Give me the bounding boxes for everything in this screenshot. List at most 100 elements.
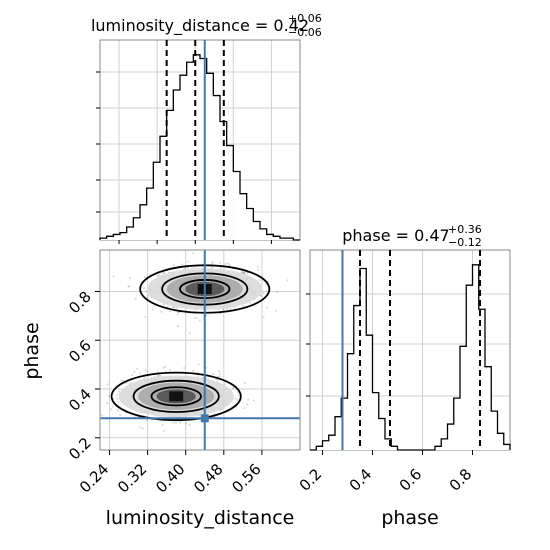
phase-hist-bar	[485, 366, 492, 450]
phase-hist-bar	[447, 424, 454, 450]
luminosity-distance-hist-bar	[253, 221, 260, 240]
x-axis-label-luminosity-distance: luminosity_distance	[106, 507, 295, 529]
scatter-point	[163, 271, 166, 274]
scatter-point	[243, 271, 246, 274]
mode-density-peak	[169, 391, 184, 402]
phase-hist-bar	[441, 438, 448, 450]
scatter-point	[237, 394, 240, 397]
scatter-point	[219, 312, 222, 315]
scatter-point	[224, 262, 227, 265]
scatter-point	[183, 367, 186, 370]
scatter-point	[275, 309, 278, 312]
scatter-point	[143, 276, 146, 279]
phase-hist-x-tick-label: 0.4	[346, 465, 376, 495]
joint-x-tick-label: 0.32	[114, 460, 150, 496]
scatter-point	[116, 393, 119, 396]
scatter-point	[176, 313, 179, 316]
luminosity-distance-hist-bar	[286, 238, 294, 240]
scatter-point	[256, 265, 259, 268]
scatter-point	[286, 279, 289, 282]
scatter-point	[188, 332, 191, 335]
scatter-point	[217, 375, 220, 378]
scatter-point	[265, 283, 268, 286]
scatter-point	[217, 370, 220, 373]
scatter-point	[116, 397, 119, 400]
phase-hist-bar	[378, 418, 385, 450]
scatter-point	[156, 275, 159, 278]
contour-line	[150, 386, 202, 407]
phase-hist-bar	[347, 353, 354, 450]
phase-lower-error: −0.12	[448, 236, 482, 249]
scatter-point	[223, 383, 226, 386]
contour-line	[110, 371, 242, 421]
phase-hist-bar	[466, 285, 473, 450]
phase-hist-bar	[322, 440, 329, 450]
luminosity-distance-hist-step-line	[99, 54, 300, 241]
luminosity-distance-hist-bar	[126, 227, 134, 240]
luminosity-distance-hist-bar	[193, 54, 200, 240]
scatter-point	[131, 374, 134, 377]
scatter-point	[173, 306, 176, 309]
scatter-point	[197, 363, 200, 366]
scatter-point	[174, 421, 177, 424]
scatter-point	[143, 376, 146, 379]
scatter-point	[101, 414, 104, 417]
scatter-point	[146, 370, 149, 373]
luminosity-distance-hist-bar	[206, 73, 214, 240]
luminosity-distance-hist-bar	[186, 62, 194, 240]
scatter-point	[178, 421, 181, 424]
scatter-point	[127, 285, 130, 288]
luminosity-distance-lower-error: −0.06	[288, 26, 322, 39]
scatter-point	[134, 297, 137, 300]
scatter-point	[172, 421, 175, 424]
phase-hist-bar	[497, 433, 504, 450]
scatter-point	[219, 261, 222, 264]
scatter-point	[212, 261, 215, 264]
phase-hist-x-tick-label: 0.2	[296, 465, 326, 495]
phase-hist-bar	[328, 435, 335, 450]
joint-y-tick-label: 0.6	[65, 336, 95, 366]
luminosity-distance-upper-error: +0.06	[288, 12, 322, 25]
scatter-point	[172, 264, 175, 267]
scatter-point	[226, 308, 229, 311]
phase-hist-bar	[316, 446, 323, 450]
scatter-point	[144, 315, 147, 318]
scatter-point	[242, 304, 245, 307]
luminosity-distance-hist-bar	[240, 193, 247, 240]
phase-hist-bar	[335, 416, 342, 450]
scatter-point	[151, 308, 154, 311]
scatter-point	[125, 382, 128, 385]
phase-hist-bar	[360, 268, 367, 450]
scatter-point	[229, 307, 232, 310]
scatter-point	[258, 279, 261, 282]
luminosity-distance-hist-bar	[266, 234, 274, 240]
scatter-point	[160, 310, 163, 313]
scatter-point	[219, 266, 222, 269]
scatter-point	[227, 262, 230, 265]
luminosity-distance-title: luminosity_distance = 0.42	[91, 16, 309, 36]
scatter-point	[163, 429, 166, 432]
luminosity-distance-hist-bar	[280, 238, 287, 240]
luminosity-distance-hist-bar	[113, 234, 120, 240]
scatter-point	[139, 372, 142, 375]
scatter-point	[146, 297, 149, 300]
scatter-point	[236, 399, 239, 402]
scatter-point	[262, 292, 265, 295]
scatter-point	[232, 386, 235, 389]
scatter-point	[181, 263, 184, 266]
joint-y-tick-label: 0.4	[65, 385, 95, 415]
phase-hist-bar	[460, 346, 467, 450]
scatter-point	[205, 314, 208, 317]
scatter-point	[197, 375, 200, 378]
scatter-point	[106, 401, 109, 404]
joint-truth-marker	[200, 414, 209, 423]
scatter-point	[145, 290, 148, 293]
luminosity-distance-hist-bar	[200, 58, 207, 240]
scatter-point	[218, 372, 221, 375]
phase-hist-bar	[366, 335, 373, 450]
phase-hist-bar	[478, 309, 485, 450]
phase-hist-bar	[372, 392, 379, 450]
scatter-point	[246, 272, 249, 275]
scatter-point	[141, 427, 144, 430]
luminosity-distance-hist-bar	[173, 90, 180, 240]
